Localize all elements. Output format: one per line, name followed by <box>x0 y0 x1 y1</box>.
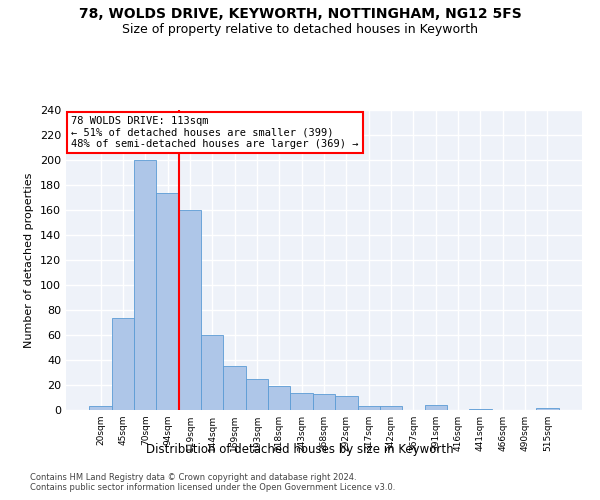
Bar <box>536 408 559 410</box>
Bar <box>335 396 358 410</box>
Bar <box>313 394 335 410</box>
Bar <box>358 406 380 410</box>
Bar <box>201 335 223 410</box>
Bar <box>380 406 402 410</box>
Text: Contains HM Land Registry data © Crown copyright and database right 2024.: Contains HM Land Registry data © Crown c… <box>30 472 356 482</box>
Text: 78 WOLDS DRIVE: 113sqm
← 51% of detached houses are smaller (399)
48% of semi-de: 78 WOLDS DRIVE: 113sqm ← 51% of detached… <box>71 116 359 149</box>
Y-axis label: Number of detached properties: Number of detached properties <box>25 172 34 348</box>
Bar <box>134 160 157 410</box>
Bar <box>89 406 112 410</box>
Bar <box>157 192 179 410</box>
Bar <box>469 409 491 410</box>
Bar <box>425 405 447 410</box>
Text: 78, WOLDS DRIVE, KEYWORTH, NOTTINGHAM, NG12 5FS: 78, WOLDS DRIVE, KEYWORTH, NOTTINGHAM, N… <box>79 8 521 22</box>
Text: Contains public sector information licensed under the Open Government Licence v3: Contains public sector information licen… <box>30 484 395 492</box>
Bar <box>179 210 201 410</box>
Text: Distribution of detached houses by size in Keyworth: Distribution of detached houses by size … <box>146 442 454 456</box>
Bar <box>290 392 313 410</box>
Text: Size of property relative to detached houses in Keyworth: Size of property relative to detached ho… <box>122 22 478 36</box>
Bar <box>246 379 268 410</box>
Bar <box>223 366 246 410</box>
Bar <box>268 386 290 410</box>
Bar <box>112 318 134 410</box>
